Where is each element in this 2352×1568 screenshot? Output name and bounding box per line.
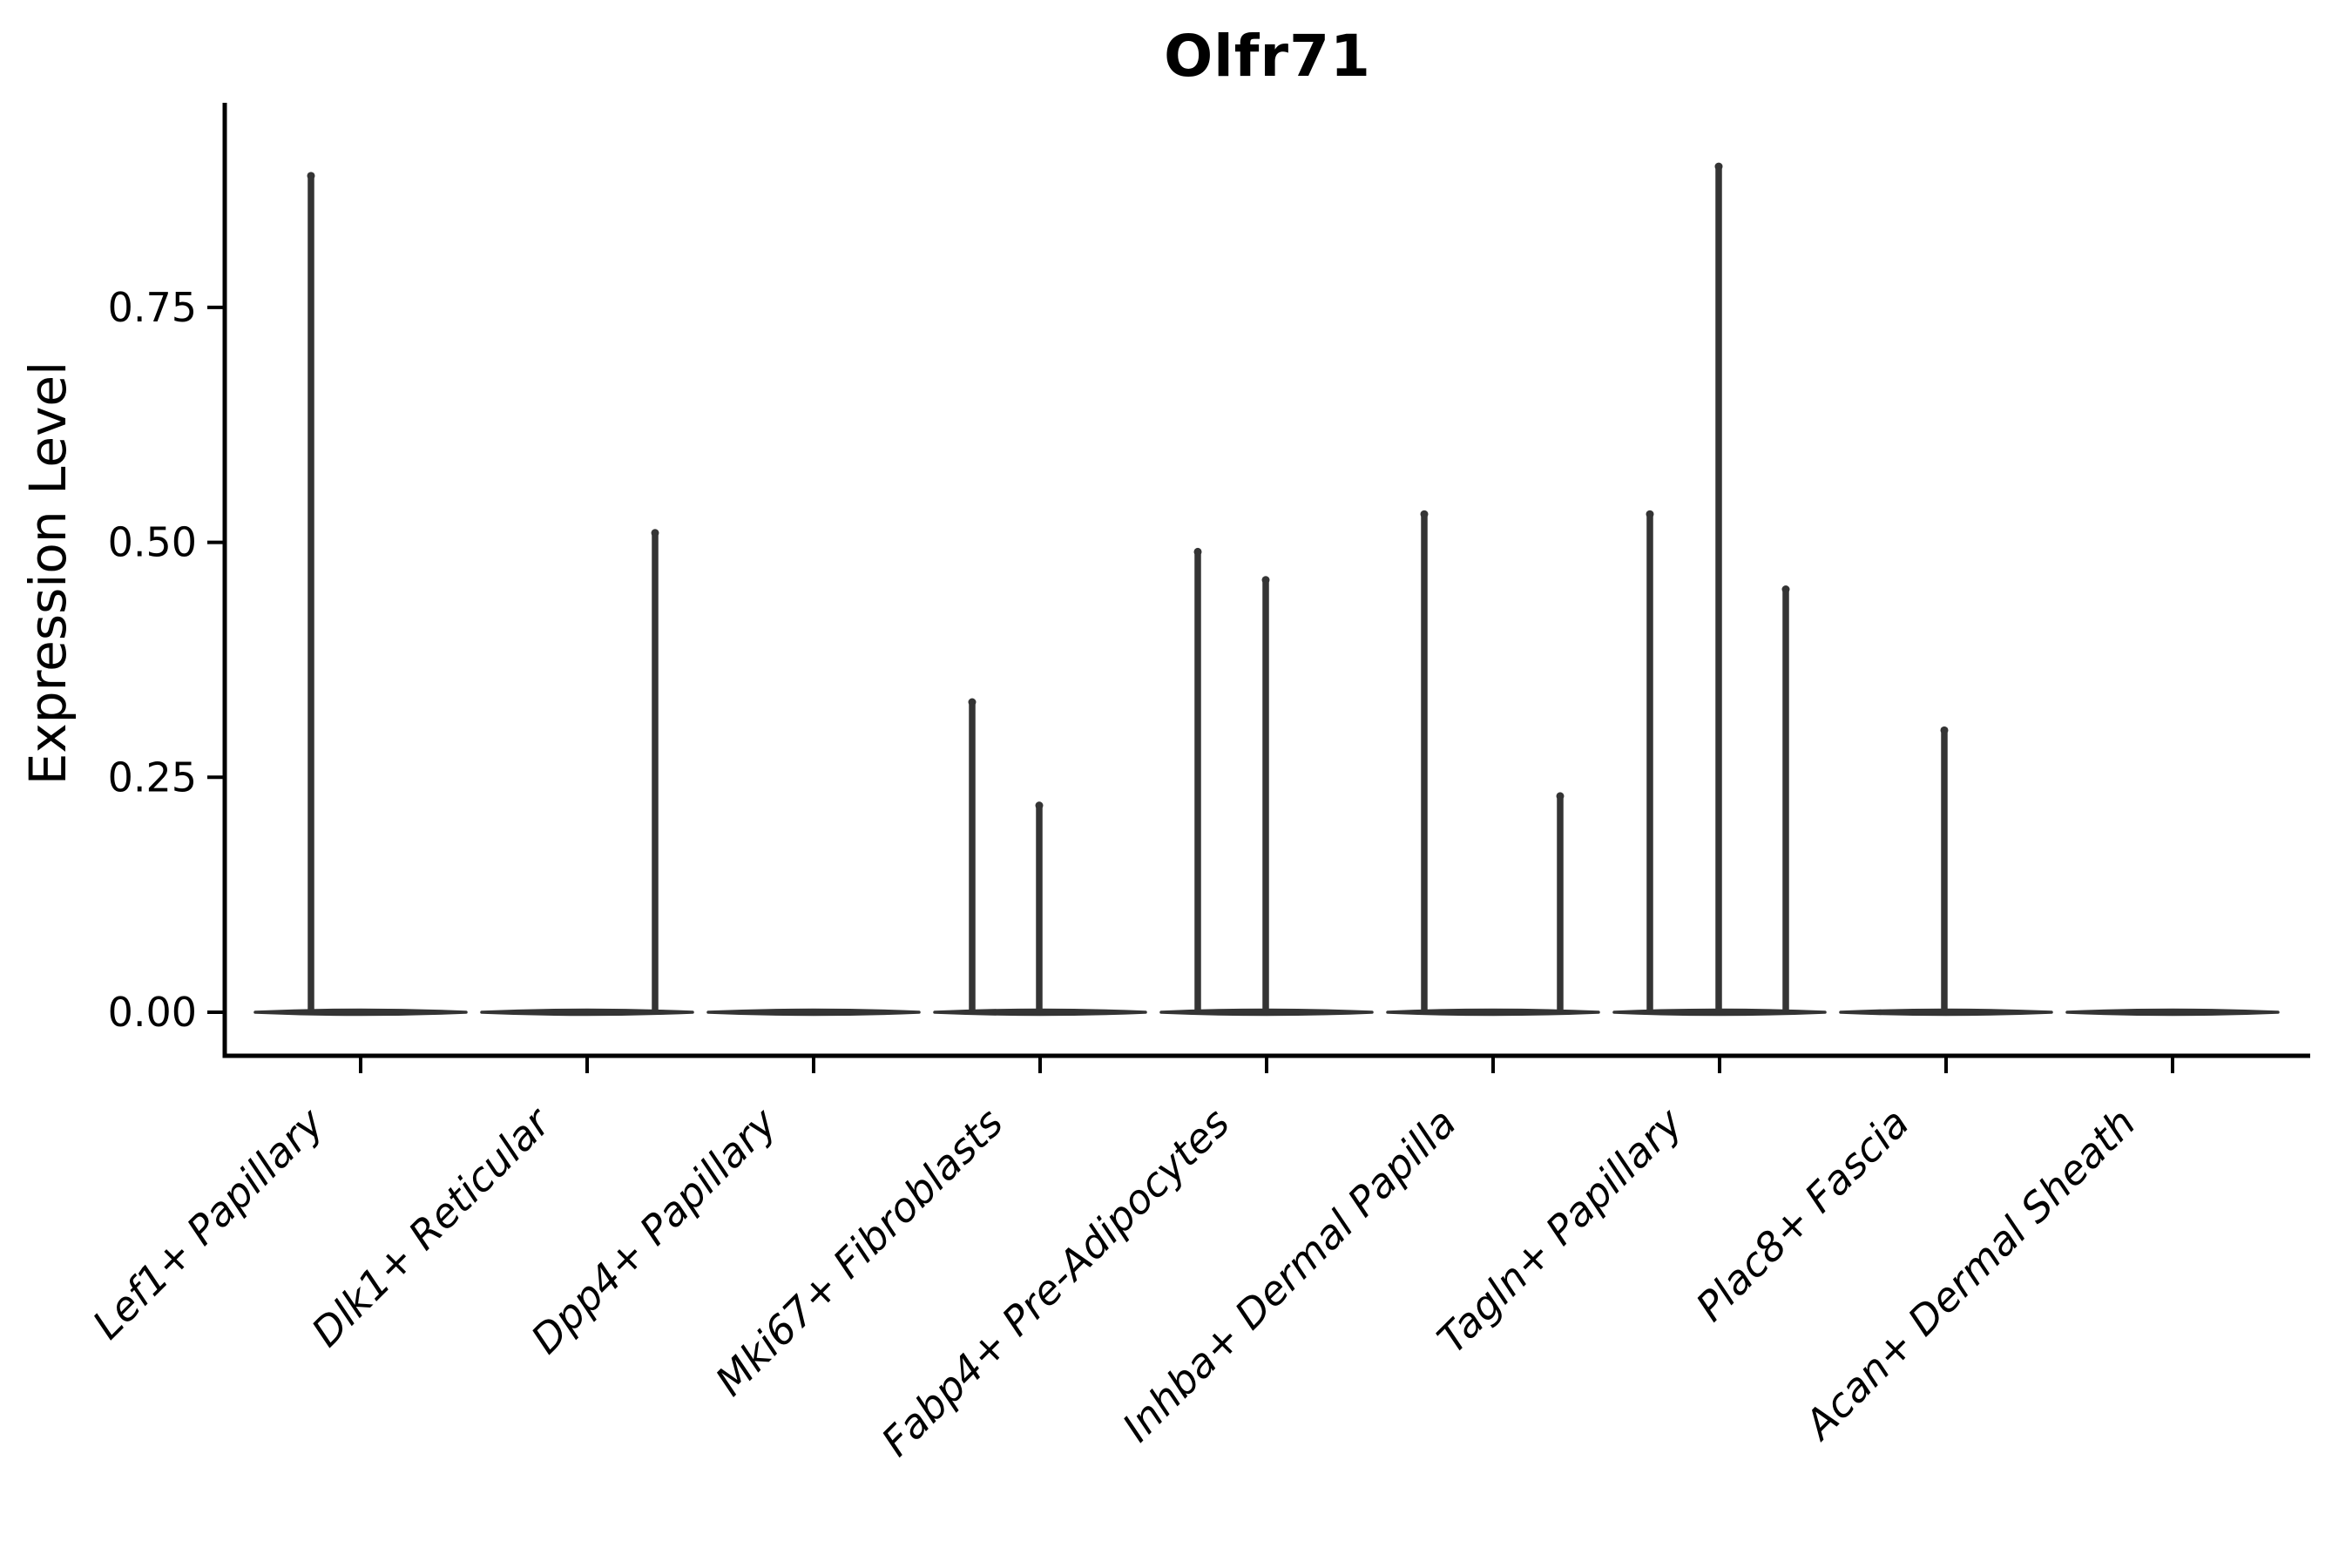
violin-baseline <box>480 1008 694 1017</box>
spike-tip <box>1940 726 1949 734</box>
spike-tip <box>1646 510 1654 518</box>
chart-title: Olfr71 <box>1164 23 1371 90</box>
spike-tip <box>1193 547 1202 556</box>
spike-tip <box>1556 792 1565 801</box>
spike-tip <box>307 172 315 180</box>
spike-tip <box>1714 162 1723 171</box>
x-category-label: Lef1+ Papillary <box>84 1098 333 1348</box>
spike-tip <box>968 698 977 706</box>
violin-baseline <box>253 1008 468 1017</box>
y-tick-label: 0.25 <box>108 754 197 801</box>
x-category-label: Tagln+ Papillary <box>1428 1098 1692 1362</box>
spike-tip <box>651 529 659 537</box>
y-tick-label: 0.75 <box>108 284 197 331</box>
spike-tip <box>1781 585 1790 594</box>
y-tick-label: 0.50 <box>108 519 197 566</box>
x-category-label: Plac8+ Fascia <box>1686 1099 1917 1330</box>
violin-baseline <box>2065 1008 2280 1017</box>
y-tick-label: 0.00 <box>108 989 197 1036</box>
spike-tip <box>1261 576 1270 585</box>
violin-baseline <box>1386 1008 1600 1017</box>
spike-tip <box>1420 510 1429 518</box>
x-category-label: Dpp4+ Papillary <box>522 1098 786 1362</box>
x-category-label: Dlk1+ Reticular <box>302 1097 561 1355</box>
violin-baseline <box>706 1008 921 1017</box>
spike-tip <box>1035 801 1044 810</box>
